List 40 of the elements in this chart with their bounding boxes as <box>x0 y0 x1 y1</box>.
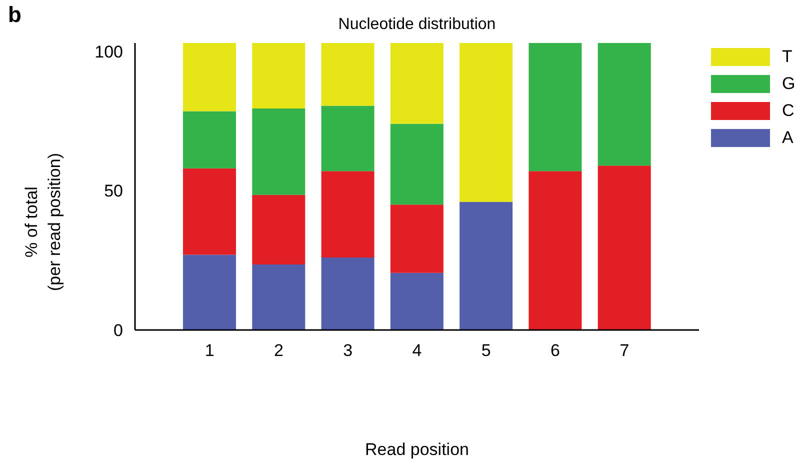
x-tick-label: 2 <box>274 341 284 360</box>
bar <box>390 204 444 273</box>
text: b <box>8 2 22 28</box>
bar <box>321 43 374 106</box>
bar <box>390 272 444 330</box>
bar <box>321 171 374 258</box>
legend-label: A <box>782 128 794 148</box>
y-axis-title: % of total (per read position) <box>21 153 65 291</box>
x-tick-label: 7 <box>620 341 630 360</box>
bar <box>252 194 306 265</box>
bar <box>252 108 306 195</box>
y-tick-label: 50 <box>104 182 123 201</box>
bar <box>183 168 236 255</box>
chart-title: Nucleotide distribution <box>337 16 497 34</box>
x-tick-label: 4 <box>412 341 422 360</box>
legend-label: G <box>782 74 796 94</box>
x-tick-label: 5 <box>481 341 491 360</box>
y-tick-label: 0 <box>114 321 123 340</box>
bar <box>390 124 444 205</box>
x-axis-title: Read position <box>364 440 470 460</box>
bar <box>183 43 236 112</box>
x-tick-label: 3 <box>343 341 353 360</box>
bar <box>252 43 306 108</box>
bar <box>460 202 513 330</box>
bar <box>183 254 236 330</box>
y-tick-label: 100 <box>94 42 123 62</box>
x-tick-label: 1 <box>204 341 214 360</box>
legend-label: T <box>782 46 792 66</box>
bar <box>528 43 582 172</box>
bar <box>252 264 306 330</box>
legend-label: C <box>782 100 794 120</box>
bar <box>528 171 582 330</box>
x-tick-label: 6 <box>550 341 560 360</box>
bar <box>183 111 236 168</box>
bar <box>390 43 444 124</box>
bar <box>598 43 651 166</box>
bar <box>321 106 374 172</box>
bar <box>460 43 513 202</box>
bar <box>598 166 651 330</box>
bar <box>321 258 374 330</box>
